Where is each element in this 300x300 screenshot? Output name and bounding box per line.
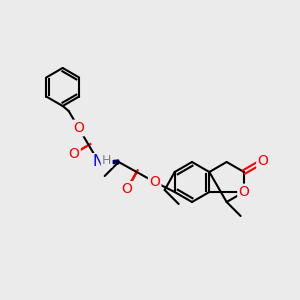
Polygon shape xyxy=(99,160,119,164)
Text: O: O xyxy=(69,147,80,160)
Text: O: O xyxy=(149,175,160,189)
Text: O: O xyxy=(73,121,84,135)
Text: N: N xyxy=(93,154,104,169)
Text: O: O xyxy=(238,185,249,199)
Text: O: O xyxy=(258,154,268,168)
Text: O: O xyxy=(122,182,132,197)
Text: H: H xyxy=(102,154,111,166)
